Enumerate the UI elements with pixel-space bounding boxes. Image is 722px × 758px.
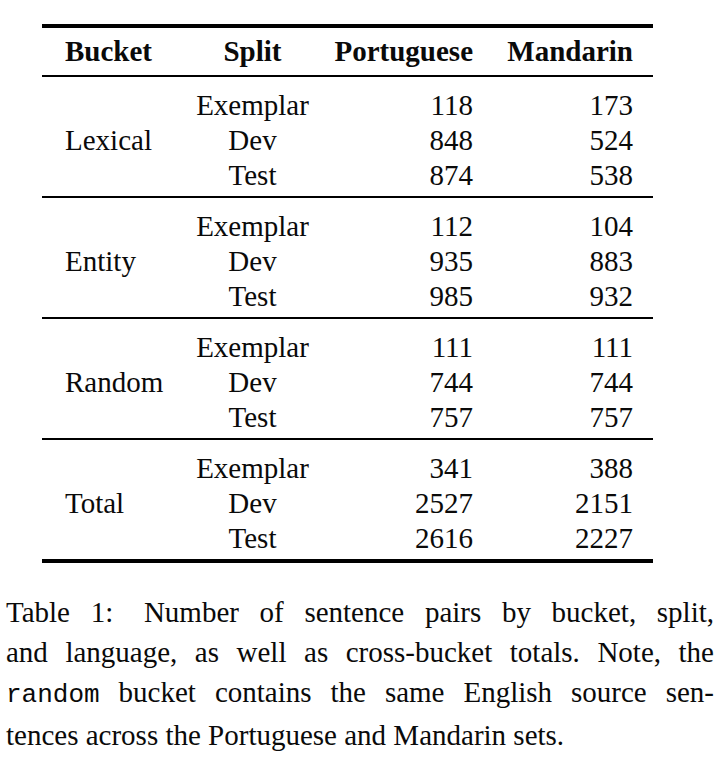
portuguese-cell: 341 [330, 452, 473, 485]
split-cell: Dev [175, 245, 330, 278]
caption-text: bucket contains the same English source … [119, 676, 714, 708]
table-row: Exemplar 112 104 [175, 209, 653, 244]
mandarin-cell: 173 [473, 89, 633, 122]
split-cell: Test [175, 280, 330, 313]
caption-table-number: Table 1: [6, 596, 113, 628]
split-cell: Dev [175, 366, 330, 399]
split-cell: Exemplar [175, 89, 330, 122]
mandarin-cell: 883 [473, 245, 633, 278]
split-cell: Exemplar [175, 452, 330, 485]
portuguese-cell: 935 [330, 245, 473, 278]
portuguese-cell: 848 [330, 124, 473, 157]
portuguese-cell: 2527 [330, 487, 473, 520]
portuguese-cell: 2616 [330, 522, 473, 555]
mandarin-cell: 111 [473, 331, 633, 364]
caption-line-1: Table 1: Number of sentence pairs by buc… [6, 592, 714, 632]
bucket-label: Entity [42, 245, 175, 278]
mandarin-cell: 524 [473, 124, 633, 157]
mandarin-cell: 388 [473, 452, 633, 485]
split-cell: Test [175, 522, 330, 555]
mandarin-cell: 2151 [473, 487, 633, 520]
table-header-row: Bucket Split Portuguese Mandarin [42, 28, 653, 75]
mandarin-cell: 757 [473, 401, 633, 434]
column-header-bucket: Bucket [42, 35, 175, 68]
table-group-random: Random Exemplar 111 111 Dev 744 744 Test… [42, 319, 653, 438]
portuguese-cell: 112 [330, 210, 473, 243]
mandarin-cell: 932 [473, 280, 633, 313]
bucket-label: Lexical [42, 124, 175, 157]
table-row: Test 874 538 [175, 158, 653, 193]
table-row: Dev 935 883 [175, 244, 653, 279]
group-rows: Exemplar 111 111 Dev 744 744 Test 757 75… [175, 330, 653, 435]
caption-text: Number of sentence pairs by bucket, spli… [144, 596, 714, 628]
portuguese-cell: 111 [330, 331, 473, 364]
split-cell: Test [175, 159, 330, 192]
table-row: Exemplar 118 173 [175, 88, 653, 123]
bucket-label: Total [42, 487, 175, 520]
table-row: Test 2616 2227 [175, 521, 653, 556]
column-header-split: Split [175, 35, 330, 68]
mandarin-cell: 104 [473, 210, 633, 243]
column-header-portuguese: Portuguese [330, 35, 473, 68]
column-header-mandarin: Mandarin [473, 35, 633, 68]
mandarin-cell: 538 [473, 159, 633, 192]
portuguese-cell: 118 [330, 89, 473, 122]
split-cell: Test [175, 401, 330, 434]
mandarin-cell: 2227 [473, 522, 633, 555]
group-rows: Exemplar 341 388 Dev 2527 2151 Test 2616… [175, 451, 653, 556]
table-row: Dev 744 744 [175, 365, 653, 400]
table-row: Dev 2527 2151 [175, 486, 653, 521]
table-row: Dev 848 524 [175, 123, 653, 158]
split-cell: Exemplar [175, 210, 330, 243]
split-cell: Dev [175, 487, 330, 520]
split-cell: Exemplar [175, 331, 330, 364]
table-row: Exemplar 111 111 [175, 330, 653, 365]
data-table: Bucket Split Portuguese Mandarin Lexical… [42, 24, 653, 563]
paper-page: Bucket Split Portuguese Mandarin Lexical… [0, 0, 722, 758]
table-group-total: Total Exemplar 341 388 Dev 2527 2151 Tes… [42, 440, 653, 559]
table-row: Test 985 932 [175, 279, 653, 314]
table-row: Test 757 757 [175, 400, 653, 435]
mandarin-cell: 744 [473, 366, 633, 399]
portuguese-cell: 985 [330, 280, 473, 313]
portuguese-cell: 757 [330, 401, 473, 434]
bucket-label: Random [42, 366, 175, 399]
portuguese-cell: 874 [330, 159, 473, 192]
caption-line-2: and language, as well as cross-bucket to… [6, 632, 714, 672]
table-bottom-rule [42, 559, 653, 563]
split-cell: Dev [175, 124, 330, 157]
group-rows: Exemplar 112 104 Dev 935 883 Test 985 93… [175, 209, 653, 314]
table-group-lexical: Lexical Exemplar 118 173 Dev 848 524 Tes… [42, 77, 653, 196]
caption-line-4: tences across the Portuguese and Mandari… [6, 715, 714, 755]
table-group-entity: Entity Exemplar 112 104 Dev 935 883 Test… [42, 198, 653, 317]
table-row: Exemplar 341 388 [175, 451, 653, 486]
portuguese-cell: 744 [330, 366, 473, 399]
table-caption: Table 1: Number of sentence pairs by buc… [6, 592, 714, 755]
caption-line-3: random bucket contains the same English … [6, 672, 714, 715]
caption-mono-random: random [6, 680, 100, 710]
group-rows: Exemplar 118 173 Dev 848 524 Test 874 53… [175, 88, 653, 193]
